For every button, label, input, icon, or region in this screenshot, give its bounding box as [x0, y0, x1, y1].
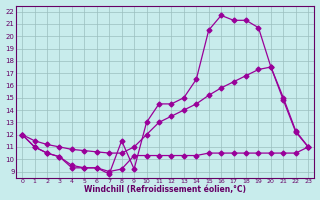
X-axis label: Windchill (Refroidissement éolien,°C): Windchill (Refroidissement éolien,°C): [84, 185, 246, 194]
